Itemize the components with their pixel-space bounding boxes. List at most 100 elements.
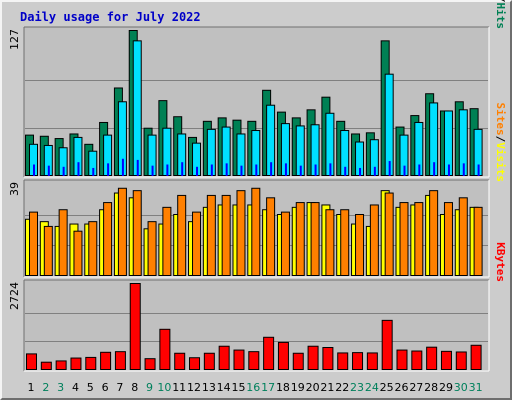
day-label: 14 <box>217 381 231 394</box>
files-bar <box>477 164 480 176</box>
sites-bar <box>369 204 379 276</box>
kbytes-bar <box>470 344 482 370</box>
sites-bar <box>251 187 261 276</box>
kbytes-bar <box>159 328 171 370</box>
visits-panel-legend: Sites/Visits <box>494 103 507 183</box>
day-label: 13 <box>202 381 216 394</box>
kbytes-bar <box>85 356 97 370</box>
day-label: 12 <box>187 381 201 394</box>
sites-bar <box>73 230 83 276</box>
visits-panel-legend-part: / <box>494 136 507 143</box>
kbytes-bar <box>292 352 304 370</box>
hits-panel-legend-part: Hits <box>494 3 507 30</box>
kbytes-bar <box>263 336 275 371</box>
sites-bar <box>295 202 305 276</box>
day-label: 10 <box>157 381 171 394</box>
sites-bar <box>458 197 468 276</box>
sites-bar <box>325 209 335 277</box>
sites-bar <box>221 194 231 276</box>
day-label: 22 <box>335 381 349 394</box>
files-bar <box>284 163 287 176</box>
visits-panel-ymax-label: 39 <box>8 182 21 196</box>
kbytes-panel-legend-part: KBytes <box>494 242 507 282</box>
sites-bar <box>162 206 172 277</box>
kbytes-bar <box>55 360 67 370</box>
files-bar <box>121 158 124 176</box>
files-bar <box>181 162 184 176</box>
files-bar <box>447 164 450 176</box>
sites-bar <box>280 211 290 277</box>
kbytes-bar <box>203 352 215 370</box>
day-label: 9 <box>146 381 153 394</box>
files-bar <box>136 159 139 176</box>
sites-bar <box>443 202 453 276</box>
files-bar <box>77 162 80 176</box>
pages-bar <box>132 40 142 177</box>
sites-bar <box>58 209 68 277</box>
kbytes-bar <box>189 357 201 371</box>
files-bar <box>92 167 95 176</box>
files-bar <box>33 164 35 176</box>
kbytes-bar <box>26 353 37 370</box>
kbytes-bar <box>40 361 52 371</box>
files-bar <box>329 163 332 176</box>
hits-panel-ymax-label: 127 <box>8 29 21 50</box>
sites-bar <box>132 190 142 276</box>
day-label: 23 <box>350 381 364 394</box>
day-label: 28 <box>424 381 438 394</box>
sites-bar <box>88 221 98 276</box>
files-bar <box>344 166 347 176</box>
files-bar <box>62 166 65 176</box>
sites-bar <box>206 194 216 276</box>
day-label: 16 <box>246 381 260 394</box>
day-label: 18 <box>276 381 290 394</box>
kbytes-bar <box>352 352 364 370</box>
sites-bar <box>429 190 439 276</box>
kbytes-bar <box>440 350 452 371</box>
sites-bar <box>473 206 483 277</box>
files-bar <box>166 164 169 176</box>
files-bar <box>403 165 406 176</box>
day-label: 15 <box>231 381 245 394</box>
day-label: 7 <box>116 381 123 394</box>
day-label: 29 <box>439 381 453 394</box>
visits-panel-legend-part: Sites <box>494 103 507 136</box>
sites-bar <box>177 194 187 276</box>
sites-bar <box>340 209 350 277</box>
day-label: 19 <box>291 381 305 394</box>
files-bar <box>359 167 362 176</box>
kbytes-bar <box>114 351 126 371</box>
visits-panel-legend-part: Visits <box>494 142 507 182</box>
files-bar <box>196 166 199 176</box>
hits-panel-legend: Pages/Files/Hits <box>494 0 507 29</box>
kbytes-bar <box>411 350 423 370</box>
sites-bar <box>192 211 202 277</box>
files-bar <box>255 164 258 176</box>
day-label: 30 <box>454 381 468 394</box>
day-label: 6 <box>102 381 109 394</box>
kbytes-bar <box>248 351 260 371</box>
kbytes-bar <box>233 349 245 371</box>
files-bar <box>433 162 436 176</box>
sites-bar <box>355 214 365 276</box>
kbytes-bar <box>337 352 349 371</box>
pages-bar <box>384 73 394 176</box>
day-label: 27 <box>409 381 423 394</box>
files-bar <box>240 165 243 176</box>
files-bar <box>314 164 317 176</box>
files-bar <box>462 163 465 176</box>
sites-bar <box>117 187 127 276</box>
day-label: 25 <box>380 381 394 394</box>
kbytes-bar <box>174 352 186 370</box>
files-bar <box>299 165 302 176</box>
kbytes-bar <box>129 283 141 370</box>
sites-bar <box>147 221 157 276</box>
day-label: 2 <box>42 381 49 394</box>
kbytes-panel-legend: KBytes <box>494 242 507 282</box>
sites-bar <box>236 190 246 276</box>
kbytes-bar <box>322 347 334 370</box>
files-bar <box>225 163 228 176</box>
day-label: 8 <box>131 381 138 394</box>
files-bar <box>47 165 50 176</box>
